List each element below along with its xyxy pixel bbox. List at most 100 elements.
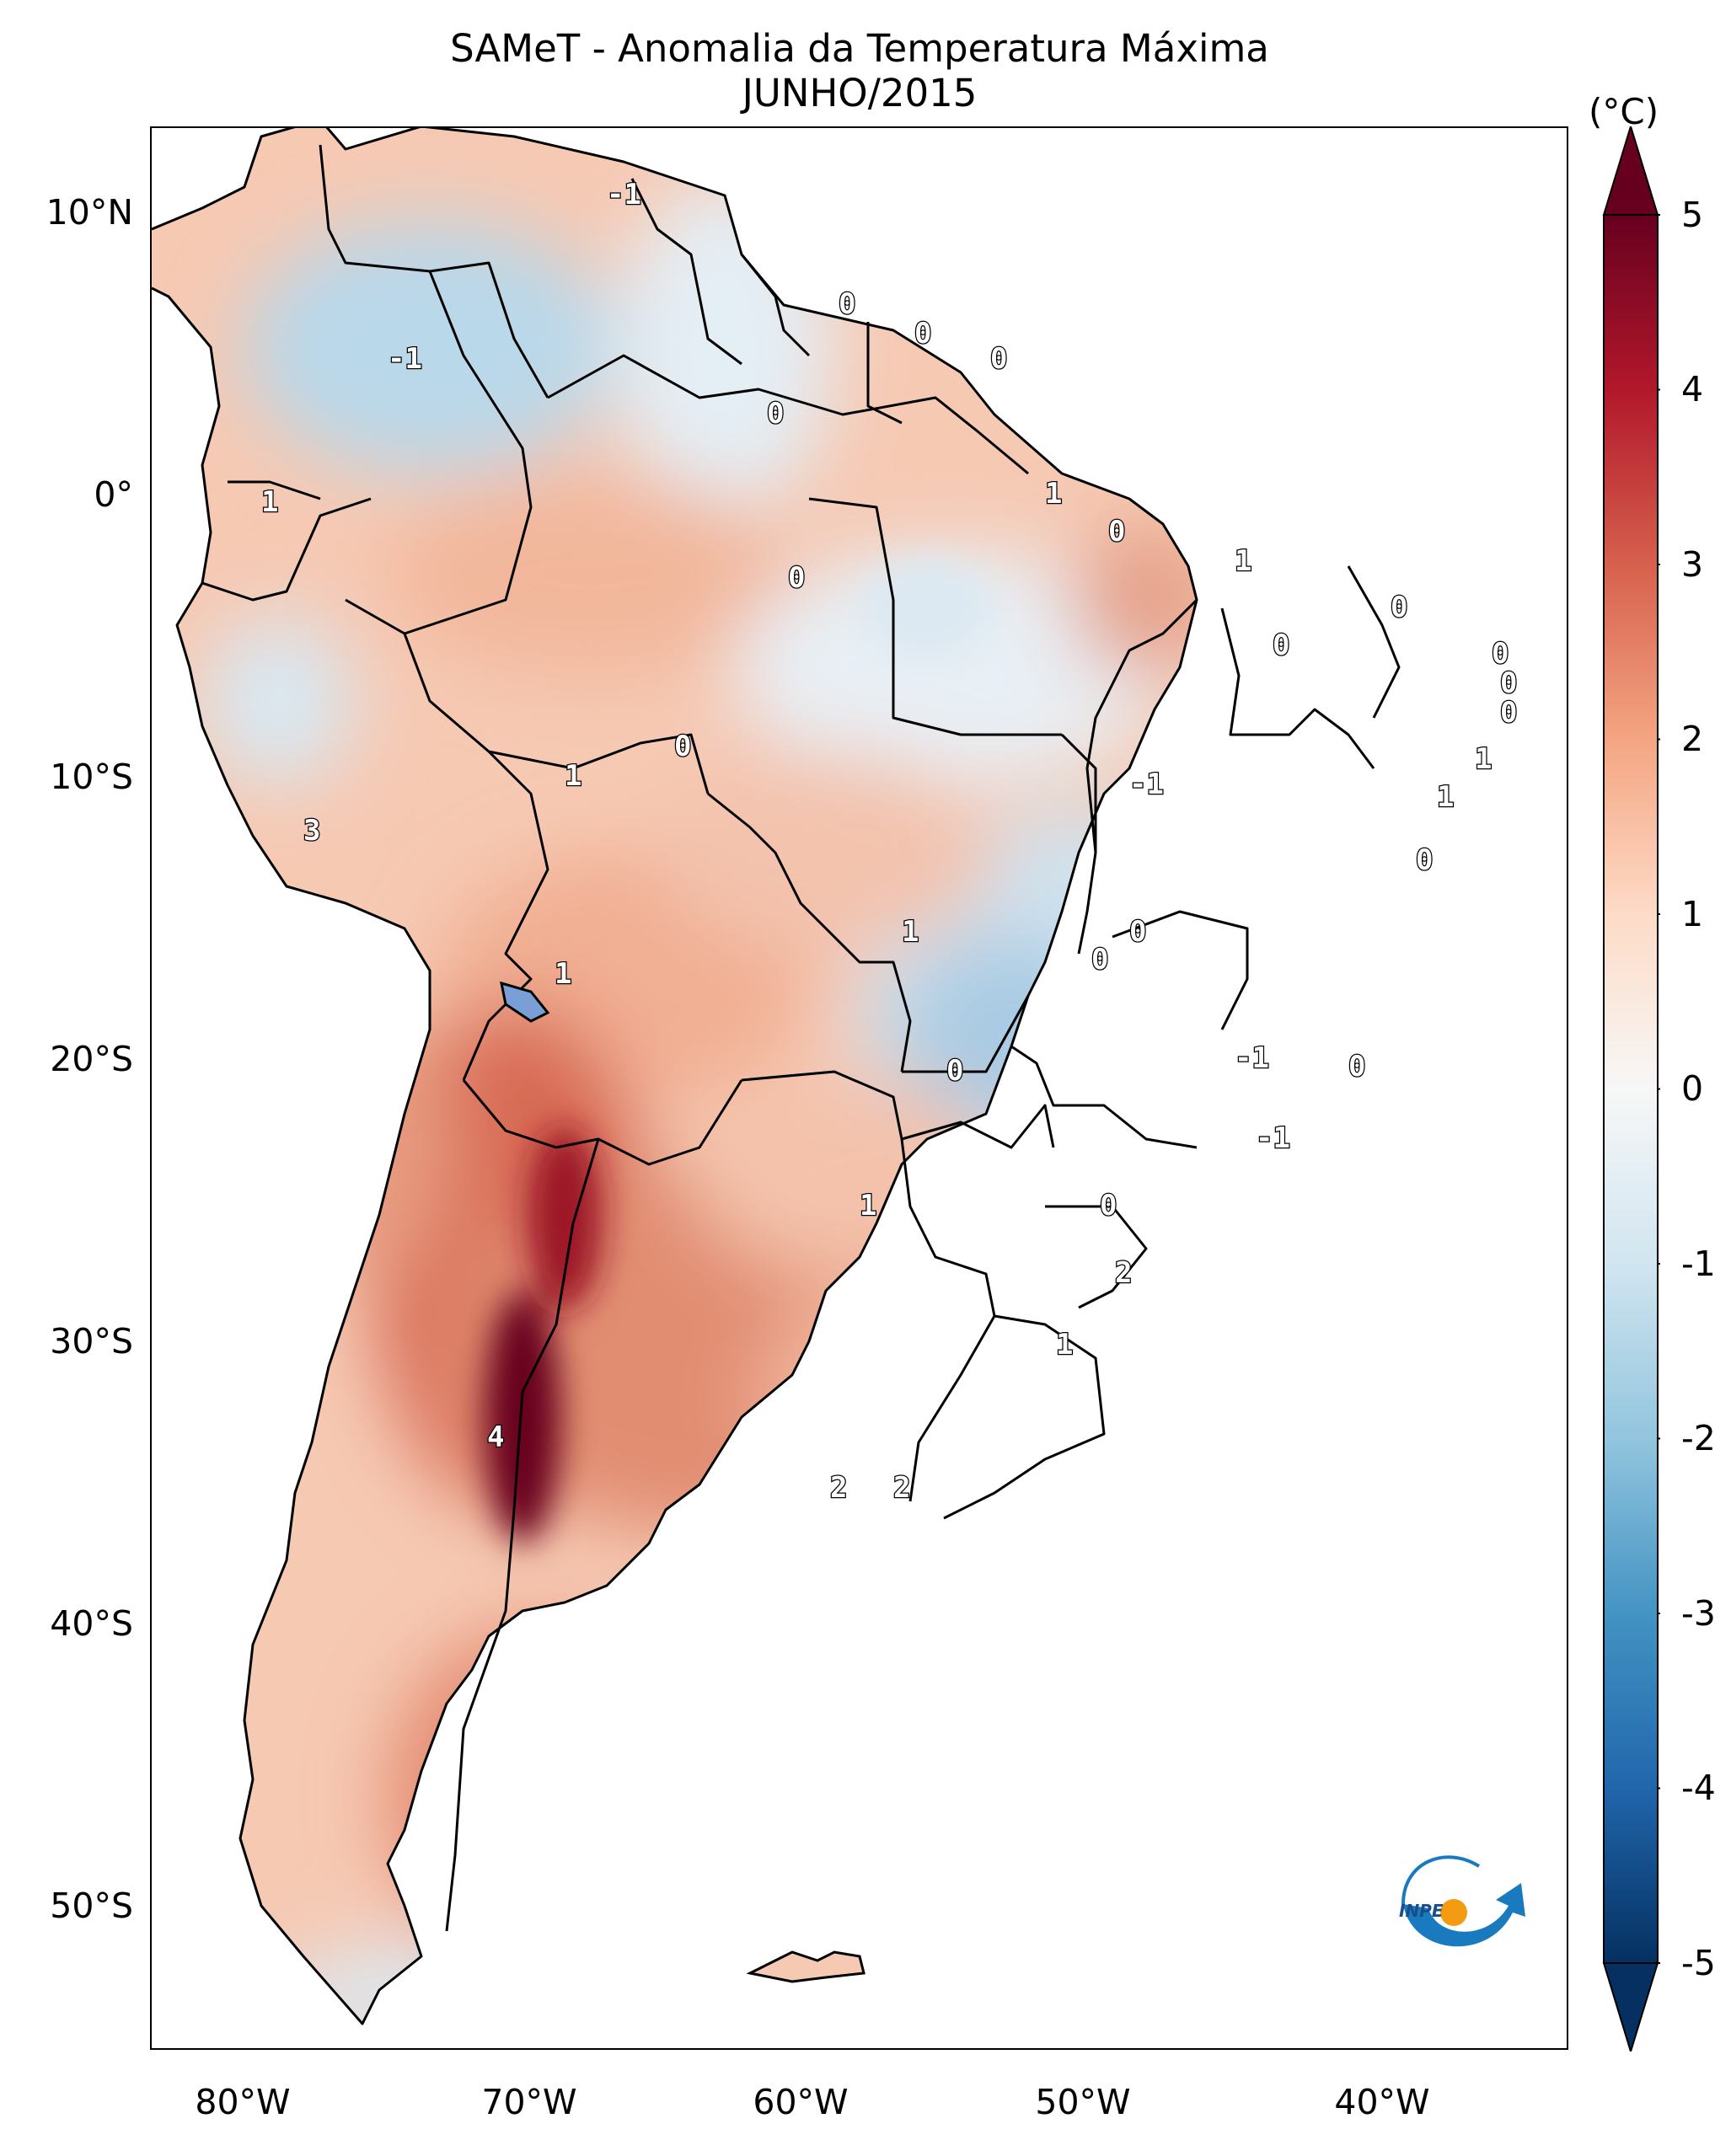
contour-label: 0 bbox=[788, 561, 805, 595]
logo-text: INPE bbox=[1399, 1901, 1444, 1921]
border-bolivia-argentina bbox=[598, 1079, 743, 1166]
contour-label: 0 bbox=[990, 342, 1007, 376]
contour-label: -1 bbox=[1256, 1121, 1290, 1155]
falkland-islands bbox=[746, 1950, 866, 1983]
border-brazil-states-5 bbox=[1112, 910, 1249, 1030]
contour-label: -1 bbox=[607, 178, 641, 211]
border-paraguay-brazil bbox=[901, 1104, 1055, 1149]
contour-label: 1 bbox=[1475, 742, 1492, 776]
contour-label: 1 bbox=[1437, 780, 1454, 814]
border-paraguay-argentina bbox=[900, 1138, 996, 1317]
contour-label: 2 bbox=[893, 1471, 910, 1505]
colorbar-tick: -2 bbox=[1681, 1418, 1716, 1458]
colorbar-tick: 5 bbox=[1681, 195, 1704, 235]
lon-label-50w: 50°W bbox=[1035, 2082, 1131, 2122]
logo-orbit-arc bbox=[1401, 1855, 1481, 1905]
contour-label: 2 bbox=[1115, 1256, 1132, 1290]
contour-label: 0 bbox=[1492, 637, 1509, 671]
border-brazil-north bbox=[547, 354, 1029, 475]
lon-label-70w: 70°W bbox=[481, 2082, 577, 2122]
colorbar-unit: (°C) bbox=[1589, 91, 1659, 132]
border-uruguay-brazil bbox=[943, 1314, 1106, 1520]
lake-titicaca bbox=[500, 981, 550, 1023]
contour-label: 1 bbox=[555, 957, 571, 991]
contour-labels: -1 -1 0 0 0 0 1 0 1 1 0 0 0 0 0 0 1 1 3 … bbox=[260, 177, 1519, 1506]
contour-label: 0 bbox=[1100, 1189, 1117, 1222]
lat-label-50s: 50°S bbox=[50, 1886, 133, 1926]
colorbar-gradient bbox=[1603, 214, 1659, 1964]
contour-label: 2 bbox=[830, 1471, 847, 1505]
contour-label: 0 bbox=[767, 397, 784, 431]
colorbar-tick: 4 bbox=[1681, 369, 1704, 409]
border-brazil-states-4 bbox=[1060, 733, 1097, 853]
lat-label-30s: 30°S bbox=[50, 1321, 133, 1362]
contour-label: 1 bbox=[1235, 544, 1251, 578]
colorbar-tick: -4 bbox=[1681, 1768, 1716, 1808]
map-subtitle: JUNHO/2015 bbox=[742, 71, 978, 115]
contour-label: -1 bbox=[388, 342, 422, 376]
contour-label: 1 bbox=[1056, 1328, 1073, 1362]
lon-label-60w: 60°W bbox=[753, 2082, 849, 2122]
contour-label: -1 bbox=[1129, 768, 1164, 801]
colorbar bbox=[1602, 126, 1660, 2052]
colorbar-tick: 1 bbox=[1681, 894, 1704, 934]
contour-label: 0 bbox=[1416, 843, 1433, 877]
border-peru-brazil bbox=[403, 633, 710, 794]
colorbar-tick: -1 bbox=[1681, 1244, 1716, 1284]
lat-label-10s: 10°S bbox=[50, 757, 133, 797]
border-chile-argentina bbox=[445, 1079, 600, 1932]
border-peru-bolivia bbox=[462, 750, 549, 1081]
contour-label: 1 bbox=[565, 759, 581, 793]
border-suriname-fguiana bbox=[866, 322, 903, 425]
map-canvas: -1 -1 0 0 0 0 1 0 1 1 0 0 0 0 0 0 1 1 3 … bbox=[152, 128, 1519, 2025]
contour-label: 1 bbox=[902, 915, 919, 949]
lat-label-40s: 40°S bbox=[50, 1603, 133, 1644]
contour-label: 4 bbox=[487, 1420, 504, 1454]
contour-label: -1 bbox=[1235, 1041, 1269, 1075]
contour-label: 0 bbox=[1091, 943, 1108, 976]
border-brazil-states-8 bbox=[902, 995, 1030, 1073]
anomaly-field bbox=[152, 128, 1197, 2024]
contour-label: 0 bbox=[1108, 515, 1125, 548]
contour-label: 0 bbox=[1129, 915, 1146, 949]
contour-label: 0 bbox=[839, 287, 855, 321]
border-guyana-suriname bbox=[740, 254, 811, 357]
colorbar-tick: -3 bbox=[1681, 1593, 1716, 1634]
map-title: SAMeT - Anomalia da Temperatura Máxima bbox=[450, 26, 1269, 71]
contour-label: 0 bbox=[946, 1054, 963, 1088]
lon-label-40w: 40°W bbox=[1334, 2082, 1430, 2122]
contour-label: 1 bbox=[860, 1189, 876, 1222]
contour-label: 0 bbox=[1500, 696, 1517, 730]
colorbar-tick: -5 bbox=[1681, 1943, 1716, 1983]
colorbar-tick: 2 bbox=[1681, 719, 1704, 759]
islands bbox=[500, 981, 866, 1983]
border-argentina-uruguay bbox=[908, 1315, 996, 1502]
border-brazil-states-9 bbox=[1045, 1205, 1148, 1309]
contour-label: 1 bbox=[261, 485, 278, 519]
lat-label-20s: 20°S bbox=[50, 1039, 133, 1079]
country-borders bbox=[152, 128, 1401, 2025]
continent-outline bbox=[152, 128, 1198, 2025]
contour-label: 0 bbox=[1273, 629, 1289, 662]
border-venezuela-guyana bbox=[630, 178, 742, 366]
colorbar-tick: 0 bbox=[1681, 1068, 1704, 1109]
contour-label: 1 bbox=[1045, 477, 1062, 511]
logo-sun bbox=[1440, 1899, 1467, 1926]
border-brazil-states-1 bbox=[1077, 598, 1198, 955]
lat-label-0: 0° bbox=[94, 474, 133, 515]
lon-label-80w: 80°W bbox=[195, 2082, 291, 2122]
border-brazil-states-2 bbox=[1010, 1045, 1198, 1149]
contour-label: 0 bbox=[1348, 1050, 1365, 1083]
colorbar-tick: 3 bbox=[1681, 544, 1704, 585]
border-ecuador-peru bbox=[201, 497, 372, 602]
lat-label-10n: 10°N bbox=[46, 192, 133, 233]
border-brazil-states-6 bbox=[1220, 607, 1375, 769]
contour-label: 0 bbox=[674, 730, 691, 763]
border-brazil-states-3 bbox=[808, 497, 1062, 736]
contour-label: 0 bbox=[1391, 591, 1407, 624]
logo-swoosh bbox=[1403, 1883, 1525, 1947]
border-colombia-ecuador bbox=[228, 480, 321, 500]
colorbar-bottom-arrow bbox=[1602, 1962, 1659, 2052]
border-brazil-states-7 bbox=[1347, 565, 1401, 719]
